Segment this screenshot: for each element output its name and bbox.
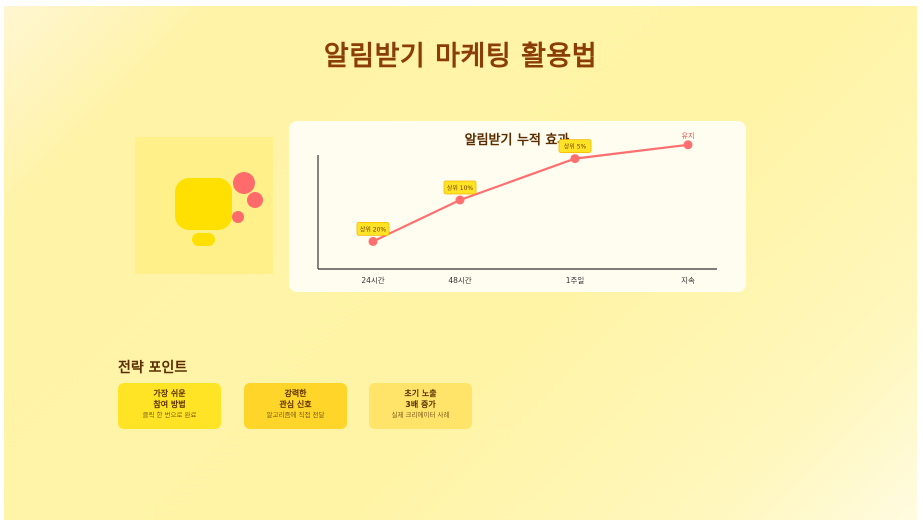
series-line	[372, 143, 689, 243]
page-title: 알림받기 마케팅 활용법	[323, 41, 598, 72]
card-line1: 초기 노출	[404, 389, 437, 398]
data-point	[683, 140, 693, 150]
x-tick-label: 24시간	[361, 275, 384, 285]
card-sub: 알고리즘에 직접 전달	[266, 411, 325, 419]
slide: 알림받기 마케팅 활용법 알림받기 누적 효과 상위 20% 24시간 상위 10%…	[4, 6, 917, 520]
bell-notification-icon	[175, 172, 263, 246]
data-label: 상위 5%	[564, 143, 587, 151]
card-line2: 관심 신호	[279, 400, 312, 409]
card-sub: 실제 크리에이터 사례	[391, 411, 450, 419]
card-line1: 강력한	[284, 389, 307, 398]
card-line2: 참여 방법	[153, 400, 186, 409]
data-point	[455, 195, 465, 205]
data-label: 상위 20%	[360, 225, 387, 233]
x-tick-label: 지속	[681, 276, 695, 285]
strategy-card-easy: 가장 쉬운 참여 방법 클릭 한 번으로 완료	[118, 383, 221, 429]
data-label: 유지	[682, 131, 695, 140]
notification-illustration	[135, 137, 273, 274]
card-line1: 가장 쉬운	[153, 389, 186, 398]
card-line2: 3배 증가	[405, 400, 436, 409]
data-label: 상위 10%	[447, 184, 474, 192]
chart-title: 알림받기 누적 효과	[465, 132, 570, 148]
strategy-title: 전략 포인트	[118, 360, 188, 376]
data-label-badge	[356, 222, 390, 236]
strategy-card-signal: 강력한 관심 신호 알고리즘에 직접 전달	[244, 383, 347, 429]
data-point	[570, 154, 580, 164]
card-sub: 클릭 한 번으로 완료	[142, 411, 197, 419]
strategy-card-exposure: 초기 노출 3배 증가 실제 크리에이터 사례	[369, 383, 472, 429]
data-label-badge	[443, 180, 477, 195]
x-tick-label: 48시간	[448, 275, 471, 285]
cumulative-effect-chart: 알림받기 누적 효과 상위 20% 24시간 상위 10% 48시간 상위 5% 1주일 유…	[289, 121, 746, 292]
data-label-badge	[558, 139, 592, 154]
data-point	[368, 236, 378, 246]
x-tick-label: 1주일	[566, 276, 585, 285]
